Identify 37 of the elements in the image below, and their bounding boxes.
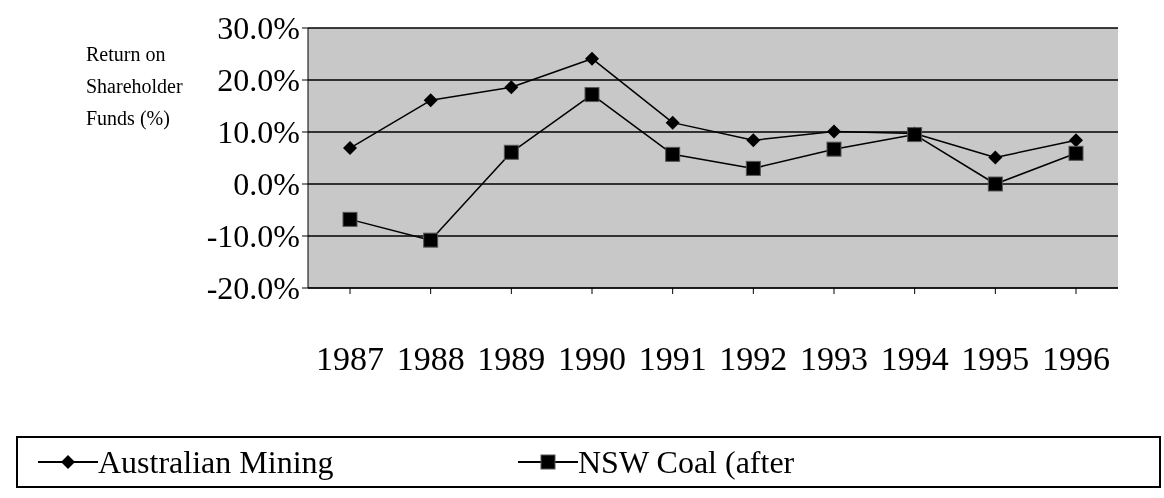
point	[342, 211, 358, 227]
point	[746, 133, 761, 148]
x-tick-label: 1987	[316, 340, 384, 378]
x-tick-label: 1988	[396, 340, 465, 378]
x-tick-label: 1996	[1042, 340, 1110, 378]
point	[745, 160, 761, 176]
point	[826, 141, 842, 157]
point	[665, 146, 681, 162]
y-tick-label: -20.0%	[206, 270, 300, 307]
y-tick-label: 0.0%	[233, 166, 300, 203]
y-tick-label: 10.0%	[217, 114, 300, 151]
x-tick-label: 1992	[719, 340, 788, 378]
x-tick-label: 1995	[961, 340, 1030, 378]
point	[987, 176, 1003, 192]
x-tick-label: 1993	[800, 340, 868, 378]
point	[504, 80, 519, 95]
point	[827, 124, 841, 139]
point	[585, 51, 599, 66]
y-tick-label: 30.0%	[217, 10, 300, 47]
point	[503, 144, 519, 160]
point	[423, 232, 439, 248]
point	[1068, 145, 1084, 161]
point	[343, 141, 357, 156]
y-tick-label: 20.0%	[217, 62, 300, 99]
x-tick-label: 1991	[638, 340, 707, 378]
y-axis-title: Return on Shareholder Funds (%)	[86, 42, 184, 132]
point	[423, 93, 438, 108]
x-tick-label: 1994	[880, 340, 949, 378]
point	[665, 115, 680, 130]
point	[988, 150, 1003, 165]
legend-label: Australian Mining	[98, 443, 334, 481]
point	[1069, 133, 1083, 148]
y-tick-label: -10.0%	[206, 218, 300, 255]
point	[584, 87, 600, 103]
x-tick-label: 1989	[477, 340, 546, 378]
legend-label: NSW Coal (after	[578, 443, 795, 481]
x-tick-label: 1990	[558, 340, 626, 378]
